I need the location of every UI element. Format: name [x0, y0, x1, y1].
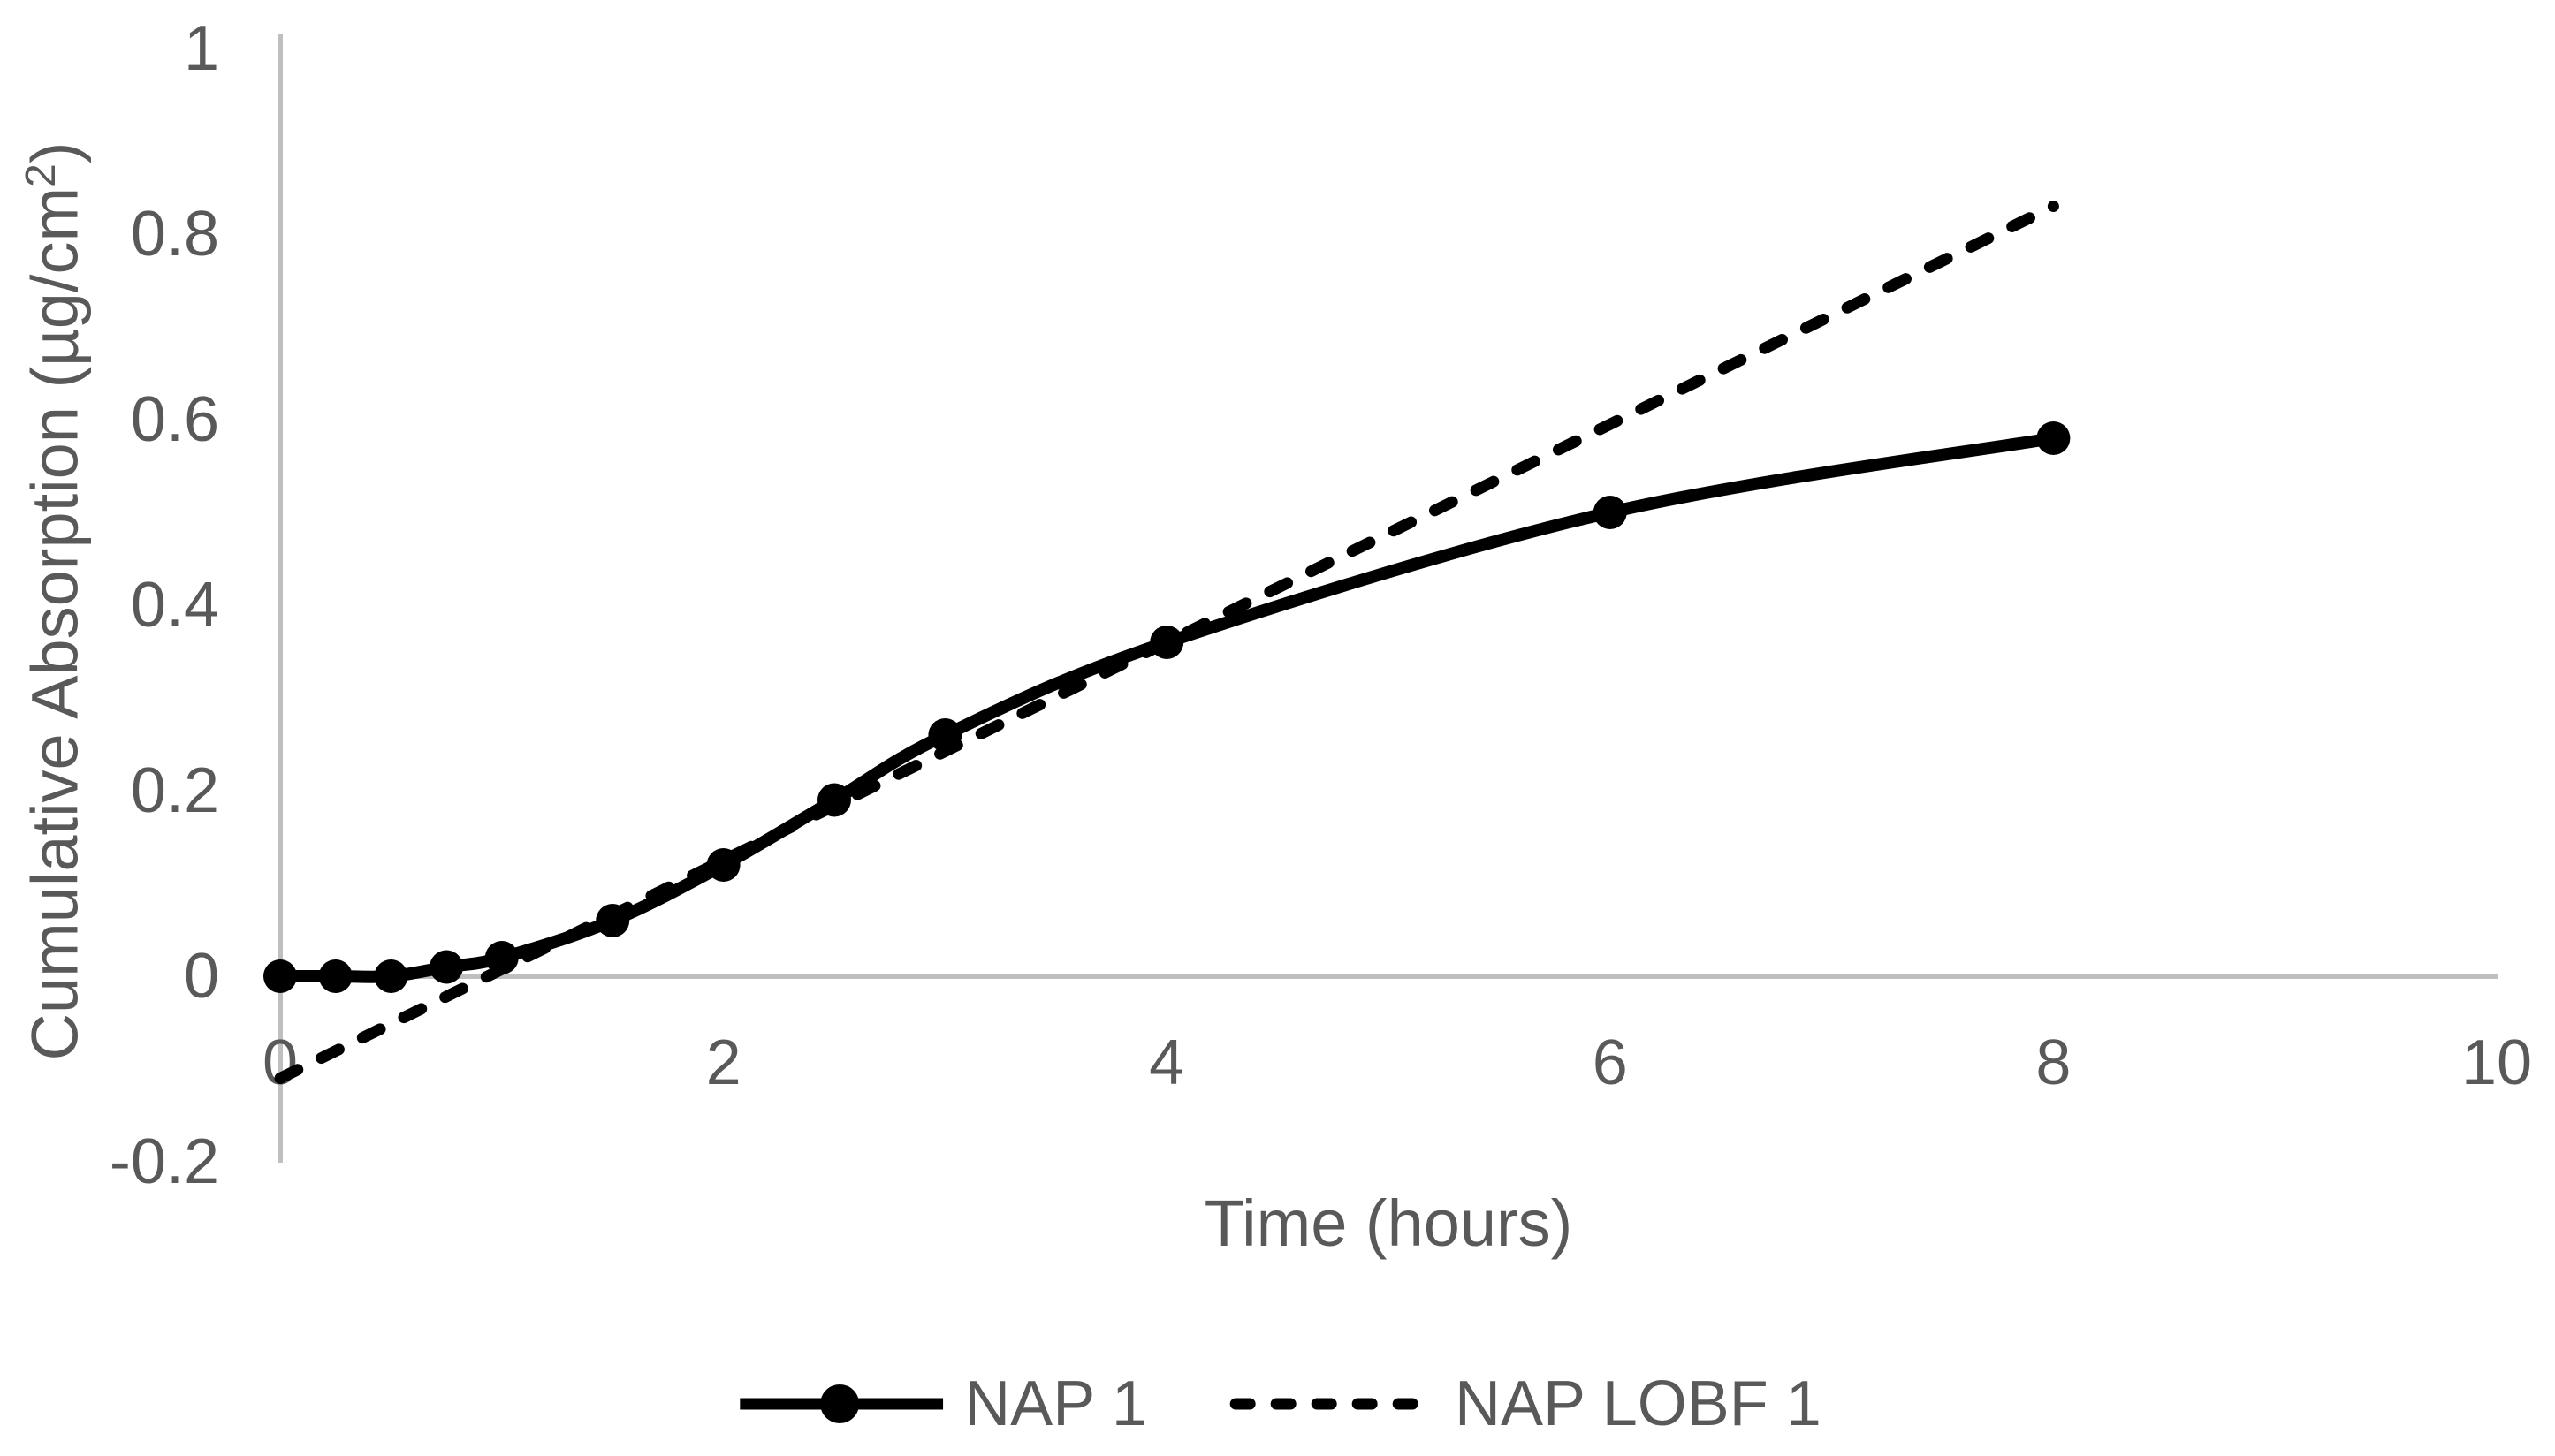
nap1-data-point-marker	[1150, 626, 1184, 659]
legend-circle-marker	[820, 1384, 860, 1423]
x-tick-label: 6	[1593, 1028, 1628, 1098]
legend-label-nap1: NAP 1	[964, 1369, 1147, 1439]
x-tick-label: 8	[2035, 1028, 2071, 1098]
y-tick-label: 0	[184, 941, 219, 1012]
nap1-data-point-marker	[430, 950, 464, 984]
y-tick-label: 0.4	[131, 570, 219, 641]
nap1-series-line	[274, 432, 2060, 983]
nap1-data-point-marker	[1593, 496, 1627, 529]
nap1-data-point-marker	[484, 941, 519, 974]
legend: NAP 1 NAP LOBF 1	[740, 1368, 1821, 1440]
y-tick-label: 0.6	[131, 384, 219, 455]
x-tick-label: 2	[706, 1028, 741, 1098]
nap1-data-point-marker	[318, 959, 353, 993]
x-tick-label: 10	[2461, 1028, 2532, 1098]
legend-label-nap-lobf1: NAP LOBF 1	[1454, 1369, 1821, 1439]
nap1-data-point-marker	[2036, 421, 2071, 455]
x-tick-label: 4	[1149, 1028, 1184, 1098]
nap1-data-point-marker	[817, 783, 851, 817]
nap-lobf1-legend-line-sample	[1229, 1398, 1433, 1410]
x-axis-title: Time (hours)	[1204, 1187, 1573, 1260]
nap1-data-point-marker	[928, 718, 962, 752]
y-tick-label: 1	[184, 13, 219, 84]
y-tick-label: -0.2	[110, 1126, 219, 1197]
nap1-data-point-marker	[706, 848, 741, 882]
legend-item-nap1: NAP 1	[740, 1368, 1147, 1440]
y-tick-label: 0.2	[131, 755, 219, 826]
nap1-legend-line-sample	[740, 1384, 944, 1423]
y-tick-label: 0.8	[131, 199, 219, 269]
nap1-data-point-marker	[596, 904, 630, 937]
nap1-data-point-marker	[263, 959, 297, 993]
nap1-data-point-marker	[374, 959, 408, 993]
x-tick-label: 0	[262, 1028, 298, 1098]
legend-item-nap-lobf1: NAP LOBF 1	[1228, 1368, 1821, 1440]
